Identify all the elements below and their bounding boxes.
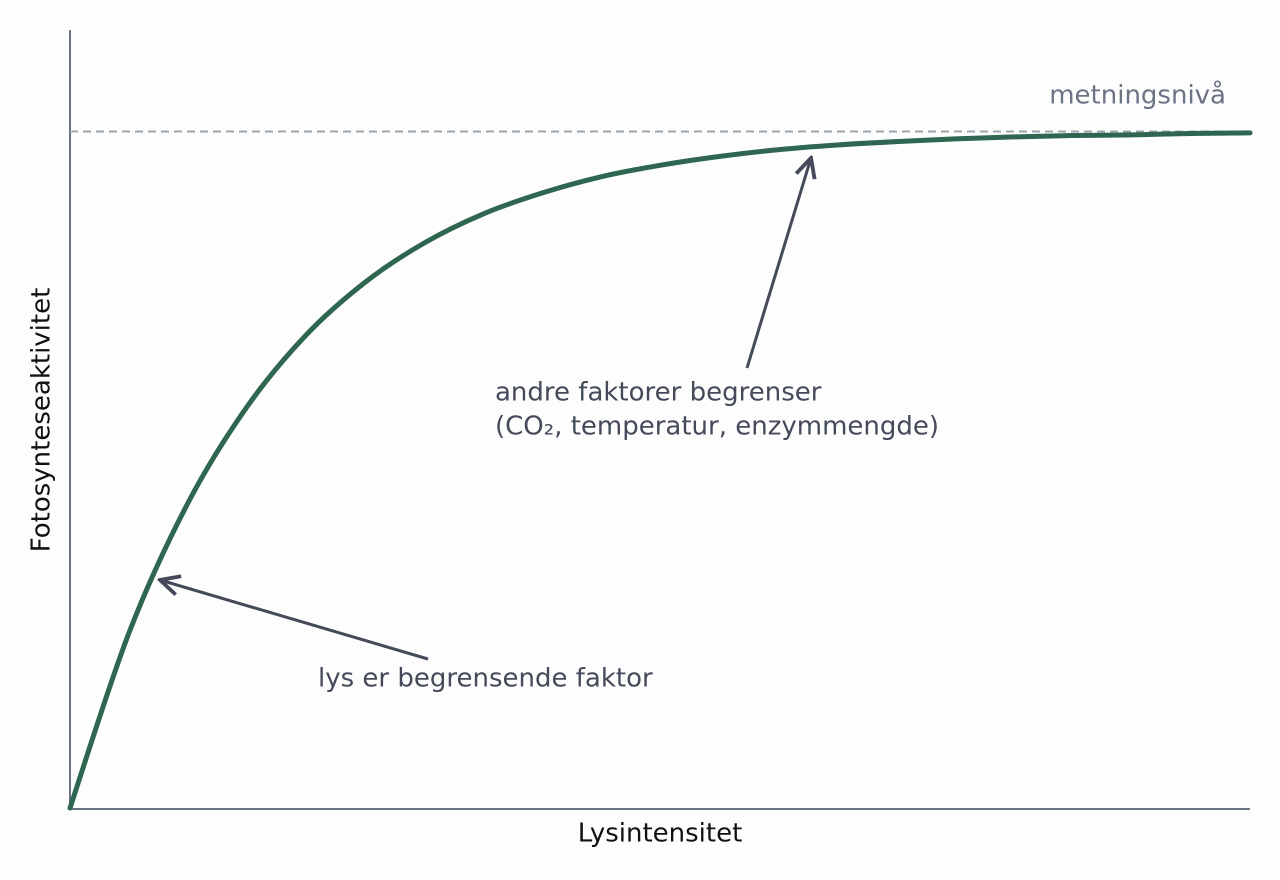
annotation: andre faktorer begrenser [495, 378, 822, 408]
y-axis-label: Fotosynteseaktivitet [27, 288, 57, 553]
x-axis-label: Lysintensitet [578, 819, 743, 849]
curve [67, 130, 1253, 811]
annotation: (CO₂, temperatur, enzymmengde) [495, 412, 939, 442]
arrow [160, 580, 429, 661]
arrow [745, 158, 811, 369]
annotation: lys er begrensende faktor [318, 664, 653, 694]
reference-label: metningsnivå [1049, 80, 1226, 111]
